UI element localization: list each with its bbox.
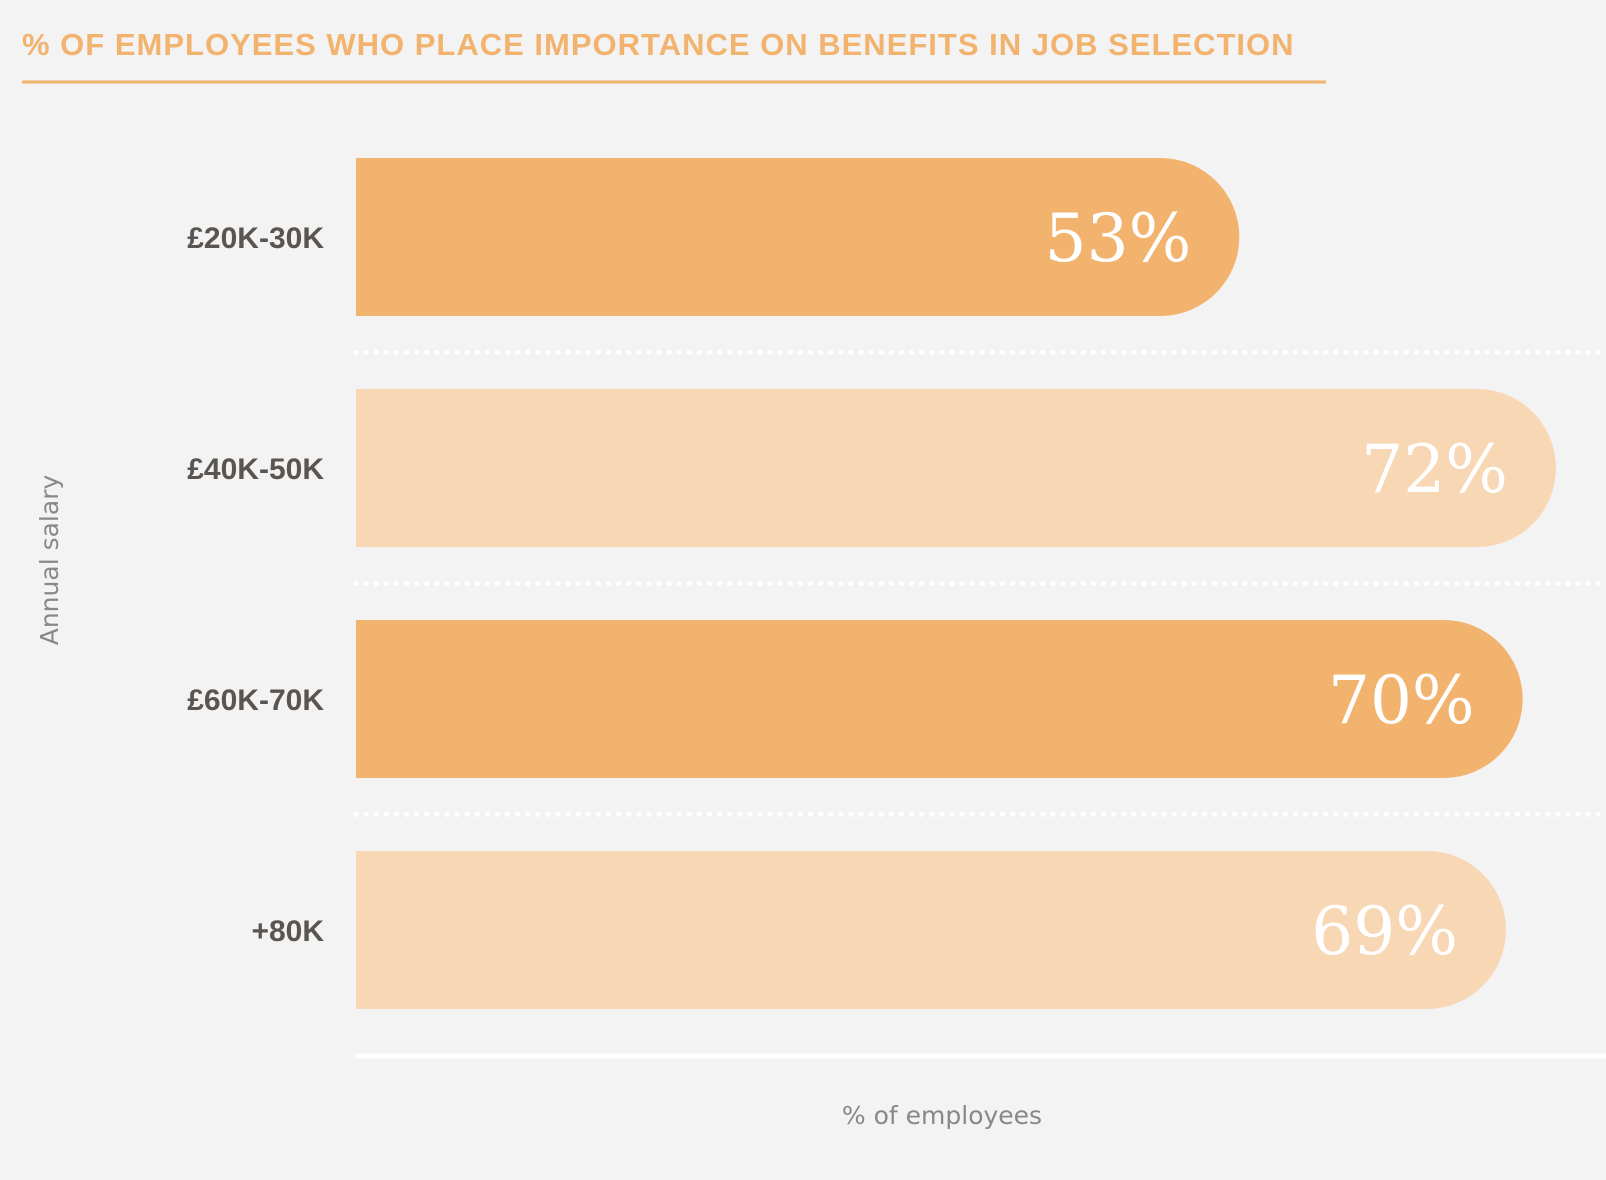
bar-40k-50k bbox=[356, 389, 1556, 547]
bar-60k-70k bbox=[356, 620, 1523, 778]
bar-20k-30k bbox=[356, 158, 1240, 316]
category-labels: £20K-30K £40K-50K £60K-70K +80K bbox=[187, 222, 324, 948]
bar-80k bbox=[356, 851, 1506, 1009]
x-axis-label: % of employees bbox=[842, 1101, 1042, 1130]
value-label-20k-30k: 53% bbox=[1045, 200, 1192, 277]
category-label-60k-70k: £60K-70K bbox=[187, 684, 324, 717]
chart-title: % OF EMPLOYEES WHO PLACE IMPORTANCE ON B… bbox=[22, 27, 1295, 62]
dividers bbox=[353, 350, 1606, 817]
y-axis-label: Annual salary bbox=[35, 475, 64, 646]
category-label-20k-30k: £20K-30K bbox=[187, 222, 324, 255]
value-label-80k: 69% bbox=[1311, 893, 1458, 970]
value-label-40k-50k: 72% bbox=[1361, 431, 1508, 508]
value-label-60k-70k: 70% bbox=[1328, 662, 1475, 739]
bars bbox=[356, 158, 1556, 1009]
value-labels: 53% 72% 70% 69% bbox=[1045, 200, 1508, 970]
category-label-40k-50k: £40K-50K bbox=[187, 453, 324, 486]
category-label-80k: +80K bbox=[251, 915, 324, 948]
